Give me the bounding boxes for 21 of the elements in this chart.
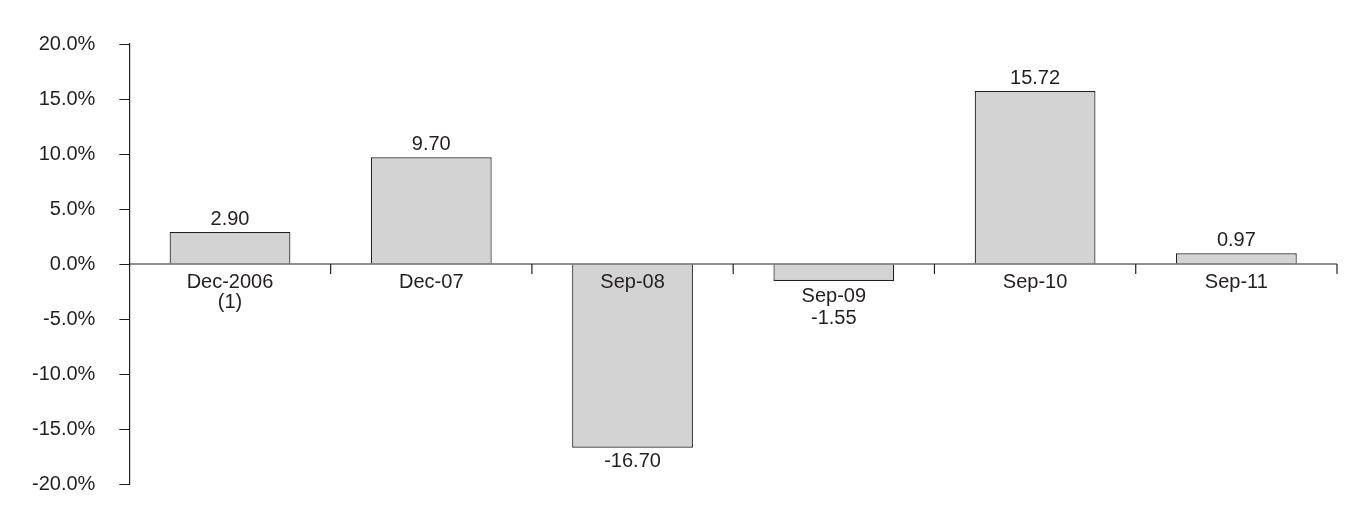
x-tick-label: Sep-08	[600, 269, 665, 292]
y-tick-label: 10.0%	[38, 141, 96, 164]
x-tick-label: Sep-09	[801, 283, 867, 306]
data-label: -16.70	[604, 449, 661, 472]
data-label: 2.90	[210, 206, 250, 229]
y-tick-label: 20.0%	[38, 31, 96, 54]
y-tick-label: 0.0%	[49, 251, 96, 274]
data-label: 9.70	[411, 131, 451, 154]
x-tick-label: Dec-07	[399, 269, 464, 292]
data-label: -1.55	[811, 305, 857, 328]
y-tick-label: -15.0%	[31, 416, 96, 439]
x-tick-label: Sep-10	[1002, 269, 1068, 292]
data-label: 0.97	[1216, 227, 1256, 250]
x-tick-label: Sep-11	[1204, 269, 1268, 292]
y-tick-label: -10.0%	[31, 361, 96, 384]
y-tick-label: 5.0%	[49, 196, 96, 219]
y-tick-label: -5.0%	[43, 306, 96, 329]
data-label: 15.72	[1010, 65, 1061, 88]
y-tick-label: -20.0%	[31, 471, 96, 494]
x-tick-label: Dec-2006 (1)	[186, 269, 274, 312]
y-tick-label: 15.0%	[38, 86, 96, 109]
